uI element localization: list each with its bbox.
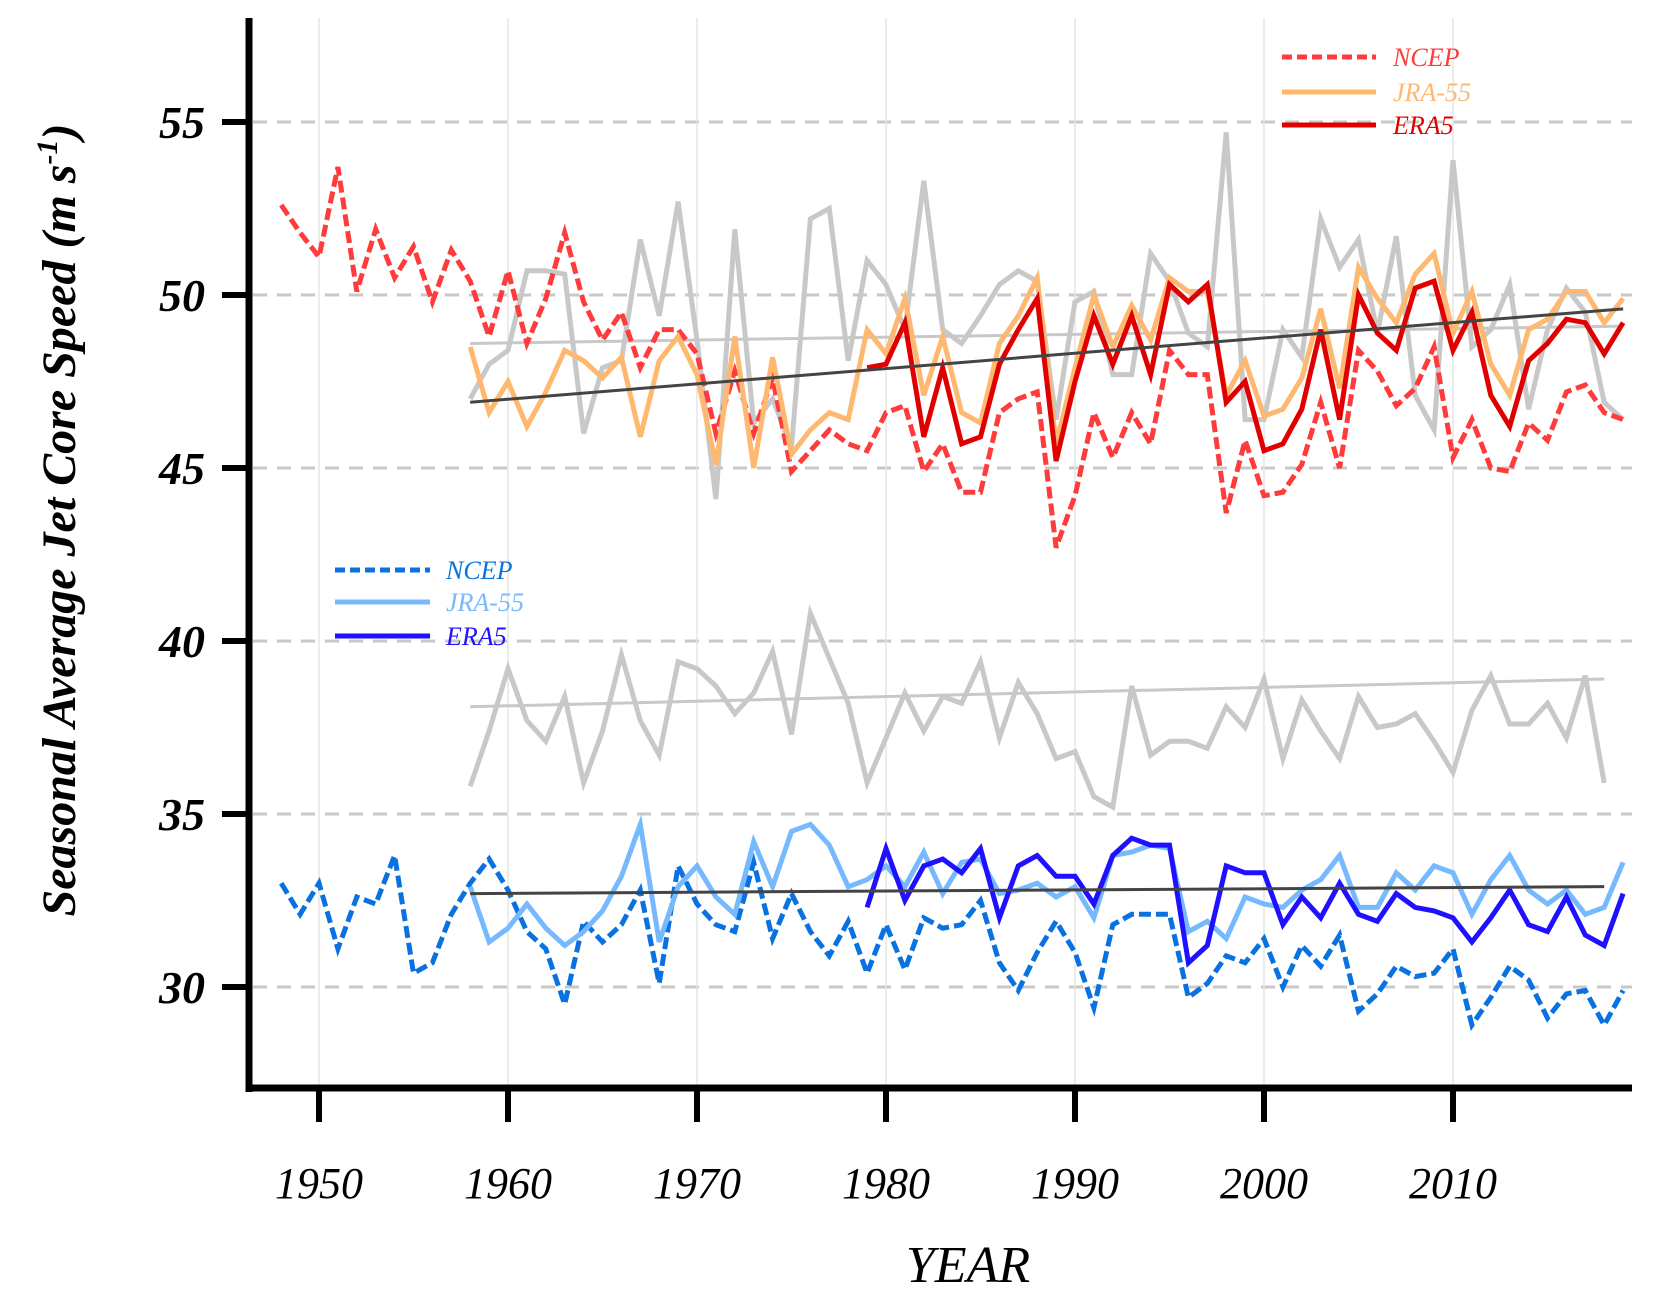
- y-axis-ticks: [222, 119, 249, 990]
- x-tick-label: 1970: [653, 1159, 741, 1208]
- reanalysis-trend-lines: [470, 307, 1624, 896]
- x-tick-label: 2000: [1220, 1159, 1308, 1208]
- y-tick-label: 50: [159, 270, 205, 321]
- series-line-lower-jra-55: [467, 814, 1626, 949]
- legend-label-ncep-blue: NCEP: [445, 556, 513, 585]
- series-line-middle-ensemble-grey: [467, 604, 1607, 812]
- legend-label-ncep-red: NCEP: [1392, 43, 1460, 72]
- y-axis-title-close: ): [33, 124, 86, 144]
- y-axis-title-superscript: -1: [31, 140, 64, 165]
- series-line-lower-era5: [864, 835, 1626, 968]
- y-tick-label: 40: [158, 616, 205, 667]
- legend-upper: NCEP JRA-55 ERA5: [1282, 43, 1471, 140]
- x-tick-label: 1990: [1031, 1159, 1119, 1208]
- y-tick-label: 45: [158, 443, 205, 494]
- y-axis-title: Seasonal Average Jet Core Speed (m s-1): [31, 124, 86, 917]
- y-tick-label: 55: [159, 97, 205, 148]
- legend-lower: NCEP JRA-55 ERA5: [335, 556, 524, 651]
- x-tick-label: 1950: [275, 1159, 363, 1208]
- y-tick-label: 30: [158, 962, 205, 1013]
- legend-label-jra55-orange: JRA-55: [1393, 78, 1471, 107]
- legend-label-jra55-lightblue: JRA-55: [446, 588, 524, 617]
- horizontal-gridlines: [253, 120, 1632, 989]
- x-tick-label: 2010: [1409, 1159, 1497, 1208]
- legend-label-era5-blue: ERA5: [445, 622, 507, 651]
- trend-line: [470, 885, 1605, 896]
- y-axis-title-main: Seasonal Average Jet Core Speed (m s: [33, 165, 86, 917]
- x-axis-ticks: [316, 1090, 1456, 1122]
- vertical-gridlines: [318, 18, 1454, 1085]
- x-axis-title: YEAR: [906, 1237, 1030, 1294]
- x-tick-label: 1980: [842, 1159, 930, 1208]
- series-line-upper-era5: [866, 277, 1626, 462]
- y-tick-label: 35: [158, 789, 205, 840]
- legend-label-era5-red: ERA5: [1392, 111, 1454, 140]
- trend-line: [470, 307, 1624, 404]
- x-tick-label: 1960: [464, 1159, 552, 1208]
- trend-line: [470, 677, 1605, 709]
- series-line-upper-ncep: [279, 166, 1624, 549]
